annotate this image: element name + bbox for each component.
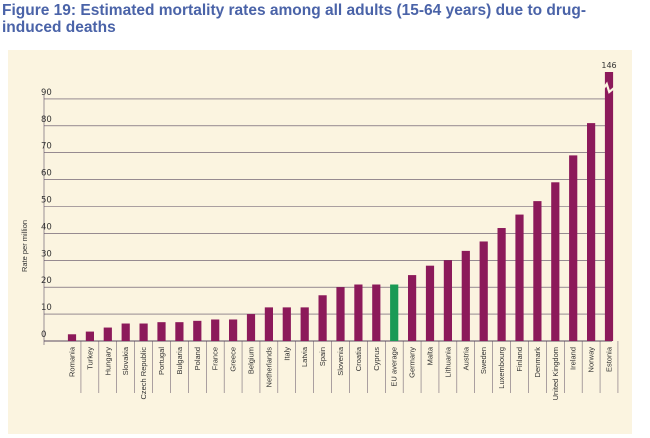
bar-bulgaria (175, 322, 184, 341)
x-category-label: Belgium (247, 347, 256, 374)
x-category-label: Portugal (157, 347, 166, 375)
axis-break-mark (603, 81, 615, 94)
x-category-label: Germany (408, 347, 417, 378)
bar-spain (318, 295, 327, 341)
bar-sweden (479, 241, 488, 341)
bar-italy (282, 307, 291, 341)
y-tick-label: 30 (41, 249, 52, 259)
bar-latvia (300, 307, 309, 341)
bar-poland (193, 320, 202, 341)
chart-title: Figure 19: Estimated mortality rates amo… (2, 2, 586, 36)
x-category-label: Austria (461, 346, 470, 370)
bar-netherlands (264, 307, 273, 341)
bar-eu-average (390, 284, 399, 341)
x-category-label: EU average (390, 347, 399, 387)
bar-denmark (533, 201, 542, 341)
y-tick-label: 70 (41, 142, 52, 152)
x-category-label: Poland (193, 347, 202, 370)
bar-united-kingdom (551, 182, 560, 341)
bar-greece (229, 319, 238, 341)
y-axis-ticks: 0 10 20 30 40 50 60 70 80 90 (41, 88, 52, 340)
bar-romania (67, 334, 77, 341)
bar-austria (461, 250, 470, 341)
x-category-label: Turkey (85, 347, 94, 370)
x-category-label: Italy (282, 347, 291, 361)
bar-cyprus (372, 284, 381, 341)
y-tick-label: 60 (41, 169, 52, 179)
bar-slovenia (336, 287, 345, 341)
x-category-label: France (211, 347, 220, 370)
x-category-label: Estonia (605, 346, 614, 372)
x-category-label: Finland (515, 347, 524, 372)
y-tick-label: 90 (41, 88, 52, 98)
x-category-label: United Kingdom (551, 347, 560, 400)
bar-germany (408, 275, 417, 341)
x-category-label: Slovenia (336, 346, 345, 376)
y-tick-label: 50 (41, 196, 52, 206)
y-tick-label: 20 (41, 276, 52, 286)
bar-lithuania (443, 260, 452, 341)
x-category-label: Greece (229, 347, 238, 372)
bar-ireland (569, 155, 578, 341)
x-category-label: Hungary (103, 347, 112, 376)
bar-czech-republic (139, 323, 148, 341)
x-category-label: Lithuania (443, 346, 452, 377)
x-category-label: Slovakia (121, 346, 130, 375)
bar-norway (587, 123, 596, 341)
y-tick-label: 0 (41, 330, 46, 340)
bar-estonia (604, 72, 614, 341)
x-category-label: Netherlands (264, 347, 273, 388)
bar-hungary (103, 327, 112, 341)
chart-panel: 146 0 10 20 30 40 50 60 70 80 90 Romania Turkey Hun… (8, 50, 632, 434)
bar-croatia (354, 284, 363, 341)
x-category-label: Ireland (569, 347, 578, 370)
x-category-label: Malta (426, 346, 435, 365)
bar-portugal (157, 322, 166, 341)
x-category-label: Norway (587, 347, 596, 373)
bar-chart: 146 0 10 20 30 40 50 60 70 80 90 Romania Turkey Hun… (20, 61, 619, 400)
data-label: 146 (601, 61, 616, 70)
y-tick-label: 40 (41, 222, 52, 232)
x-category-label: Czech Republic (139, 347, 148, 400)
bar-finland (515, 214, 524, 341)
bar-slovakia (121, 323, 130, 341)
y-tick-label: 10 (41, 303, 52, 313)
bar-turkey (85, 331, 94, 341)
x-category-label: Sweden (479, 347, 488, 374)
x-category-label: Cyprus (372, 347, 381, 371)
x-category-label: Bulgaria (175, 346, 184, 374)
bars: 146 (67, 61, 617, 341)
bar-belgium (246, 314, 256, 341)
x-category-label: Latvia (300, 346, 309, 367)
x-category-label: Luxembourg (497, 347, 506, 389)
bar-france (211, 319, 220, 341)
y-axis-title: Rate per million (20, 220, 29, 272)
bar-luxembourg (497, 228, 506, 341)
x-category-label: Spain (318, 347, 327, 366)
x-axis-labels: Romania Turkey Hungary Slovakia Czech Republ… (68, 346, 614, 400)
x-category-label: Denmark (533, 347, 542, 378)
gridlines (43, 94, 619, 393)
x-category-label: Romania (68, 346, 77, 377)
x-category-label: Croatia (354, 346, 363, 371)
bar-malta (425, 265, 435, 341)
y-tick-label: 80 (41, 115, 52, 125)
